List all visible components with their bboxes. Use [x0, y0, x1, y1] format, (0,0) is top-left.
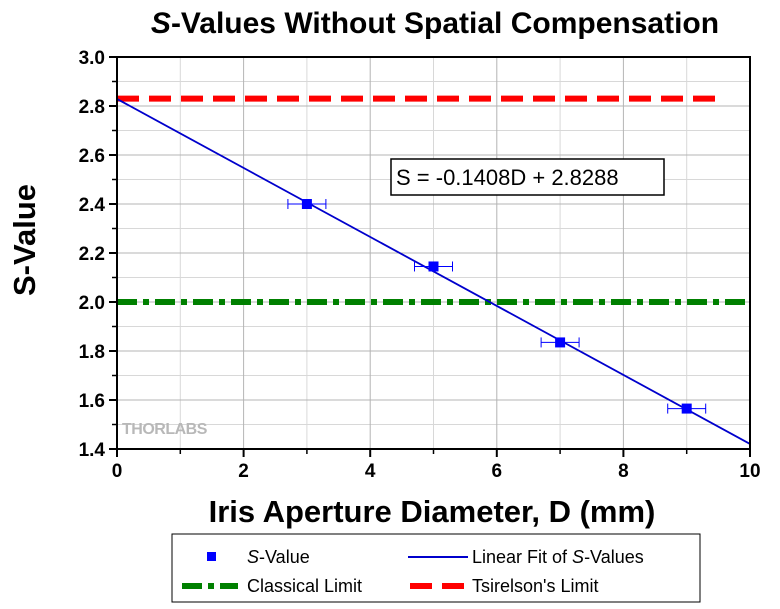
x-tick-label: 2	[238, 461, 249, 482]
chart-title: S-Values Without Spatial Compensation	[151, 7, 719, 40]
data-point	[301, 199, 312, 209]
x-tick-label: 0	[112, 461, 123, 482]
legend-label-classical-limit: Classical Limit	[247, 576, 362, 596]
y-tick-label: 2.8	[79, 97, 105, 118]
legend-label-linear-fit-suffix: -Values	[584, 547, 644, 567]
legend-label-linear-fit-italic: S	[572, 547, 584, 567]
data-point	[428, 261, 439, 272]
data-point	[555, 337, 566, 348]
legend-label-linear-fit: Linear Fit of S-Values	[472, 547, 644, 567]
x-tick-label: 10	[739, 461, 760, 482]
chart-title-rest: -Values Without Spatial Compensation	[171, 7, 719, 40]
x-tick-label: 4	[365, 461, 376, 482]
x-axis-label: Iris Aperture Diameter, D (mm)	[209, 494, 656, 529]
chart-title-italic: S	[151, 7, 171, 40]
legend-label-linear-fit-rest: Linear Fit of	[472, 547, 572, 567]
tick-labels: 0 2 4 6 8 10 1.4 1.6 1.8 2.0 2.2 2.4 2.6 2.8 3.0	[79, 48, 761, 482]
y-tick-label: 1.8	[79, 342, 105, 363]
watermark-logo: THORLABS	[122, 421, 208, 438]
legend: S-Value Linear Fit of S-Values Classical…	[171, 533, 701, 603]
annotation-box	[390, 158, 665, 196]
fit-equation-annotation: S = -0.1408D + 2.8288	[396, 165, 619, 190]
y-tick-label: 2.0	[79, 293, 105, 314]
legend-label-s-value: S-Value	[247, 547, 310, 567]
y-tick-label: 2.2	[79, 244, 105, 265]
limit-lines	[117, 95, 750, 305]
y-tick-label: 1.4	[79, 440, 106, 461]
ticks	[109, 56, 751, 457]
legend-label-s-value-rest: -Value	[259, 547, 310, 567]
legend-marker-s-value	[207, 552, 216, 561]
y-tick-label: 2.4	[79, 195, 106, 216]
y-tick-label: 1.6	[79, 391, 105, 412]
legend-label-tsirelson-limit: Tsirelson's Limit	[472, 576, 598, 596]
y-tick-label: 3.0	[79, 48, 105, 69]
data-point	[681, 403, 692, 414]
x-tick-label: 8	[618, 461, 629, 482]
data-points	[287, 199, 707, 414]
y-tick-label: 2.6	[79, 146, 105, 167]
y-axis-label: S-Value	[7, 184, 42, 296]
x-tick-label: 6	[492, 461, 503, 482]
legend-box	[171, 533, 701, 603]
legend-label-s-value-italic: S	[247, 547, 259, 567]
